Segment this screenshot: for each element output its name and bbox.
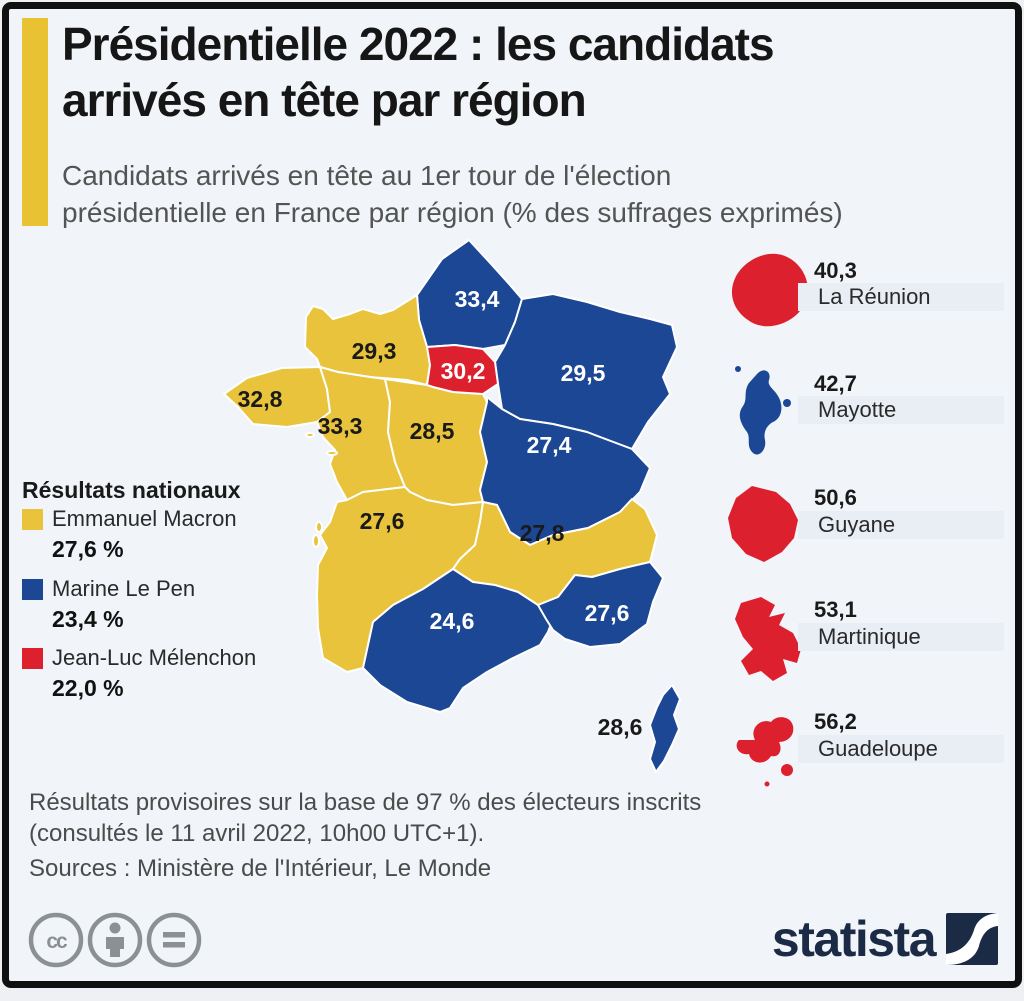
region-value-hauts-de-france: 33,4 — [455, 286, 500, 312]
legend-value: 27,6 % — [52, 536, 124, 562]
label-guyane: Guyane — [798, 511, 1004, 539]
value-martinique: 53,1 — [814, 597, 857, 622]
region-value-ile-de-france: 30,2 — [441, 358, 486, 384]
value-la-reunion: 40,3 — [814, 258, 857, 283]
region-value-centre-val-de-loire: 28,5 — [410, 418, 455, 444]
island-martinique[interactable] — [727, 593, 813, 687]
region-value-grand-est: 29,5 — [561, 360, 606, 386]
statista-logo-icon — [946, 913, 998, 965]
footnote-line2: (consultés le 11 avril 2022, 10h00 UTC+1… — [29, 820, 485, 847]
region-value-normandie: 29,3 — [352, 338, 397, 364]
label-guadeloupe: Guadeloupe — [798, 735, 1004, 763]
legend-item-melenchon: Jean-Luc Mélenchon 22,0 % — [22, 645, 292, 702]
accent-bar — [22, 18, 48, 226]
region-value-auvergne-rhone-alpes: 27,8 — [520, 520, 565, 546]
mayotte-islet — [783, 399, 791, 407]
legend-value: 23,4 % — [52, 606, 124, 632]
value-guyane: 50,6 — [814, 485, 857, 510]
footnote-line1: Résultats provisoires sur la base de 97 … — [29, 789, 702, 816]
label-martinique: Martinique — [798, 623, 1004, 651]
title-line2: arrivés en tête par région — [62, 74, 587, 126]
legend-value: 22,0 % — [52, 675, 124, 701]
lepen-color-swatch — [22, 578, 43, 600]
no-derivatives-icon[interactable] — [146, 912, 202, 968]
subtitle-line2: présidentielle en France par région (% d… — [62, 197, 843, 228]
attribution-icon[interactable] — [87, 912, 143, 968]
region-value-pays-de-la-loire: 33,3 — [318, 413, 363, 439]
statista-branding[interactable]: statista — [772, 910, 998, 968]
creative-commons-icon[interactable] — [28, 912, 84, 968]
island-guadeloupe[interactable] — [725, 710, 811, 792]
equals-glyph — [163, 932, 185, 948]
cc-license-icons[interactable]: cc — [27, 911, 207, 969]
mayotte-islet — [735, 366, 741, 372]
value-guadeloupe: 56,2 — [814, 709, 857, 734]
region-provence-alpes-cote-dazur[interactable] — [537, 561, 664, 648]
subtitle-line1: Candidats arrivés en tête au 1er tour de… — [62, 160, 672, 191]
legend-name: Emmanuel Macron — [52, 506, 237, 531]
island-guyane[interactable] — [726, 484, 804, 566]
island-la-reunion[interactable] — [727, 252, 813, 334]
melenchon-color-swatch — [22, 647, 43, 669]
region-corse[interactable] — [649, 684, 681, 773]
label-mayotte: Mayotte — [798, 396, 1004, 424]
region-value-corse: 28,6 — [598, 714, 643, 740]
legend-heading: Résultats nationaux — [22, 477, 241, 503]
guadeloupe-islet — [781, 764, 793, 776]
guadeloupe-islet — [764, 781, 770, 787]
label-la-reunion: La Réunion — [798, 283, 1004, 311]
sources-line: Sources : Ministère de l'Intérieur, Le M… — [29, 855, 492, 882]
coastal-islet — [312, 534, 320, 548]
page-title: Présidentielle 2022 : les candidats arri… — [62, 16, 1012, 128]
region-value-nouvelle-aquitaine: 27,6 — [360, 508, 405, 534]
value-mayotte: 42,7 — [814, 371, 857, 396]
france-map: 33,4 29,3 30,2 29,5 32,8 33,3 28,5 27,4 … — [223, 239, 681, 773]
region-ile-de-france[interactable] — [426, 344, 499, 395]
legend-item-lepen: Marine Le Pen 23,4 % — [22, 576, 292, 633]
page-subtitle: Candidats arrivés en tête au 1er tour de… — [62, 157, 992, 231]
title-line1: Présidentielle 2022 : les candidats — [62, 18, 775, 70]
legend-name: Jean-Luc Mélenchon — [52, 645, 257, 670]
island-mayotte[interactable] — [727, 362, 803, 462]
coastal-islet — [315, 521, 323, 533]
statista-wordmark: statista — [771, 911, 937, 967]
legend-name: Marine Le Pen — [52, 576, 196, 601]
region-occitanie[interactable] — [362, 568, 554, 713]
macron-color-swatch — [22, 508, 43, 530]
attribution-glyph — [106, 922, 124, 957]
region-value-occitanie: 24,6 — [430, 608, 475, 634]
region-value-bretagne: 32,8 — [238, 386, 283, 412]
coastal-islet — [326, 450, 338, 456]
legend-item-macron: Emmanuel Macron 27,6 % — [22, 506, 292, 563]
cc-glyph: cc — [46, 930, 68, 953]
coastal-islet — [305, 432, 315, 438]
region-value-paca: 27,6 — [585, 600, 630, 626]
region-value-bourgogne-franche-comte: 27,4 — [527, 432, 572, 458]
